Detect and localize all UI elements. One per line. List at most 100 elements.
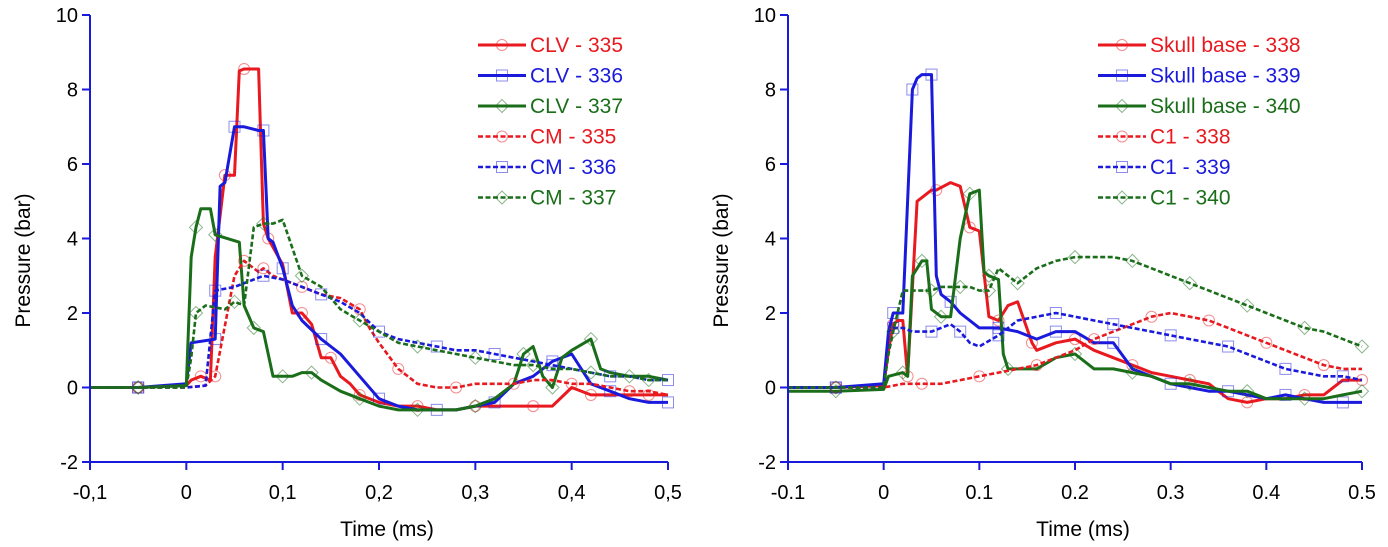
chart2-series-3-point	[895, 365, 911, 380]
chart2-series-4-point	[1030, 359, 1043, 372]
chart2-series-line-6	[788, 255, 1363, 389]
chart2-series-6-point	[1297, 320, 1312, 336]
chart2-series-6-point	[1010, 275, 1025, 291]
chart2-series-1-point	[1126, 359, 1139, 372]
chart2-x-tick-label: 0	[878, 482, 889, 504]
chart1-series-2-point	[276, 262, 289, 275]
chart2-x-tick-label: 0.3	[1157, 482, 1185, 504]
chart2-series-6-point	[924, 283, 939, 298]
chart2-legend-marker-3	[1114, 98, 1130, 114]
chart1-series-5-point	[315, 288, 328, 301]
chart2-series-5-point	[1336, 370, 1349, 383]
chart2-series-3-point	[1239, 384, 1255, 399]
chart1-x-tick-label: 0,5	[654, 482, 682, 504]
chart1-series-3-point	[208, 227, 223, 242]
chart2-series-5-point	[992, 329, 1005, 342]
chart1-series-2-point	[373, 392, 385, 405]
chart1-series-line-3	[90, 207, 669, 412]
chart1-series-5-point	[257, 269, 270, 282]
chart1-series-4-point	[392, 362, 405, 375]
chart2-series-line-1	[788, 181, 1362, 404]
chart1-x-tick-label: 0	[181, 482, 192, 504]
chart1-series-6-point	[583, 365, 599, 380]
chart2-series-3-point	[1125, 365, 1140, 380]
chart1-y-tick-label: -2	[60, 452, 78, 474]
chart1-series-line-4	[90, 259, 669, 397]
chart2-series-6-point	[1239, 298, 1255, 313]
chart1-series-3-point	[468, 398, 483, 414]
chart1-series-6-point	[525, 357, 541, 373]
chart2-series-3-point	[1182, 376, 1198, 391]
chart1-series-1-point	[411, 400, 424, 413]
chart2-x-tick-label: 0.5	[1348, 482, 1376, 504]
chart2-series-1-point	[1241, 396, 1254, 409]
chart2-legend-marker-1	[1116, 39, 1128, 51]
chart1-series-2-point	[604, 385, 617, 398]
chart2-series-6-point	[981, 283, 997, 298]
chart2-series-line-3	[788, 188, 1363, 401]
chart1-x-tick-label: -0,1	[73, 482, 107, 504]
chart2-series-4-point	[973, 370, 986, 383]
chart1-series-2-point	[228, 120, 241, 133]
chart2-series-6-point	[1354, 339, 1370, 354]
chart1-series-1-point	[324, 351, 337, 364]
chart2-series-3	[788, 186, 1370, 406]
chart2-series-6-point	[1067, 249, 1083, 265]
chart1-legend-label-2: CLV - 336	[530, 65, 623, 88]
chart2-x-tick-label: 0.4	[1252, 482, 1280, 504]
chart1-y-tick-label: 10	[56, 5, 78, 27]
chart2-series-2-point	[906, 83, 919, 96]
chart1-x-tick-label: 0,2	[365, 482, 393, 504]
chart1-y-axis-title: Pressure (bar)	[12, 193, 35, 327]
chart2-series-1-point	[963, 221, 976, 234]
chart1-series-3-point	[410, 402, 425, 418]
chart2-x-tick-label: 0.2	[1061, 482, 1089, 504]
chart1-x-tick-label: 0,4	[558, 482, 586, 504]
chart1-series-6-point	[468, 350, 483, 365]
chart1-series-line-5	[90, 274, 668, 389]
chart1-series-2-point	[315, 333, 328, 346]
chart2-series-2-point	[887, 307, 900, 319]
chart2-y-axis-title: Pressure (bar)	[710, 193, 733, 327]
chart1-legend-marker-6	[494, 190, 510, 205]
chart2-series-1-point	[930, 184, 943, 197]
chart2-series-6-point	[1182, 275, 1198, 291]
chart1-series-1-point	[353, 388, 366, 401]
chart1-series-4-point	[257, 262, 270, 275]
chart1-series-2-point	[662, 396, 674, 409]
chart1-series-4-point	[209, 370, 222, 383]
chart1-series-6-point	[410, 339, 425, 354]
chart2-legend-label-2: Skull base - 339	[1150, 65, 1301, 88]
chart1-series-1-point	[238, 63, 251, 76]
chart1-legend-label-5: CM - 336	[530, 156, 616, 179]
chart1-legend: CLV - 335 CLV - 336 CLV - 337 CM - 335 CM - …	[478, 34, 623, 210]
chart2-series-5-point	[1107, 318, 1120, 331]
chart2-series-5-point	[954, 325, 967, 338]
chart1-series-2-point	[257, 124, 270, 137]
chart2-legend-label-4: C1 - 338	[1150, 126, 1231, 149]
chart2-legend-marker-6	[1114, 190, 1130, 205]
chart2-series-5	[788, 307, 1363, 394]
chart2-series-5-point	[1164, 329, 1177, 342]
chart1-y-tick-label: 6	[67, 154, 78, 176]
chart1-series-5-point	[209, 284, 222, 297]
chart1-series-1-point	[642, 388, 655, 401]
left-chart-panel: -0,1 0 0,1 0,2 0,3 0,4 0,5 -2 0 2 4 6 8 10 Time (ms) Pr…	[12, 5, 682, 541]
chart1-series-3-point	[304, 365, 319, 380]
chart2-series-6-point	[886, 324, 901, 339]
chart2-series-6	[788, 249, 1370, 395]
chart1-series-5	[90, 269, 674, 394]
chart2-series-line-5	[788, 311, 1363, 389]
chart1-series-line-2	[90, 125, 668, 412]
chart2-y-tick-label: 8	[765, 80, 776, 102]
chart2-series-6-point	[952, 279, 968, 295]
chart1-y-tick-label: 8	[67, 80, 78, 102]
chart1-series-3-point	[622, 369, 637, 384]
chart1-series-3-point	[188, 220, 204, 235]
chart1-series-3-point	[275, 369, 290, 384]
chart2-series-4	[788, 310, 1362, 394]
chart2-legend-marker-4	[1116, 130, 1128, 143]
chart1-series-4-point	[295, 280, 308, 293]
chart2-series-1-point	[1069, 333, 1081, 346]
chart1-series-4-point	[353, 303, 366, 316]
